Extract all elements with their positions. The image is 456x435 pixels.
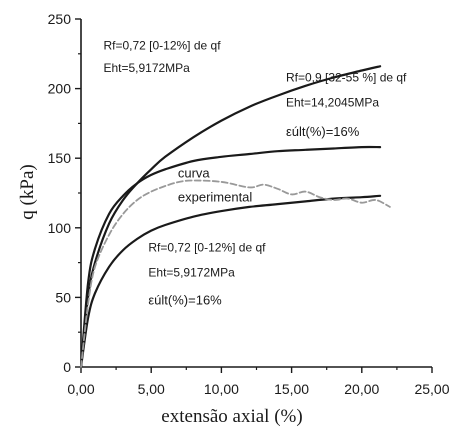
- y-tick-label: 50: [55, 289, 71, 305]
- y-tick-label: 250: [48, 11, 72, 27]
- x-tick-label: 5,00: [138, 381, 165, 397]
- chart-annotation: curva: [178, 166, 211, 181]
- x-tick-label: 0,00: [67, 381, 94, 397]
- y-axis-label: q (kPa): [17, 164, 38, 219]
- y-tick-label: 200: [48, 81, 72, 97]
- y-tick-label: 150: [48, 150, 72, 166]
- x-tick-label: 25,00: [414, 381, 449, 397]
- chart-annotation: Eht=5,9172MPa: [148, 266, 235, 280]
- chart-annotation: Eht=14,2045MPa: [286, 96, 379, 110]
- annotation-layer: Rf=0,72 [0-12%] de qf Eht=5,9172MPa Rf=0,9…: [103, 39, 407, 308]
- x-axis-label: extensão axial (%): [161, 406, 302, 427]
- y-tick-label: 0: [63, 359, 71, 375]
- axes: 0,00 5,00 10,00 15,00 20,00 25,00 0 50 100 150 200…: [48, 11, 450, 397]
- series-layer: [79, 65, 391, 369]
- x-tick-label: 10,00: [204, 381, 239, 397]
- chart-annotation: experimental: [178, 189, 253, 204]
- y-tick-label: 100: [48, 220, 72, 236]
- x-tick-label: 15,00: [274, 381, 309, 397]
- chart-annotation: Rf=0,9 [32-55 %] de qf: [286, 71, 407, 85]
- x-tick-label: 20,00: [344, 381, 379, 397]
- series-line-2: [79, 145, 382, 369]
- chart-annotation: εúlt(%)=16%: [286, 124, 360, 139]
- series-line-3: [79, 194, 382, 369]
- chart-annotation: εúlt(%)=16%: [148, 292, 222, 307]
- chart-annotation: Eht=5,9172MPa: [103, 61, 190, 75]
- series-line-4: [80, 179, 391, 368]
- series-line-1: [79, 65, 382, 369]
- chart-annotation: Rf=0,72 [0-12%] de qf: [103, 39, 221, 53]
- chart-annotation: Rf=0,72 [0-12%] de qf: [148, 240, 266, 254]
